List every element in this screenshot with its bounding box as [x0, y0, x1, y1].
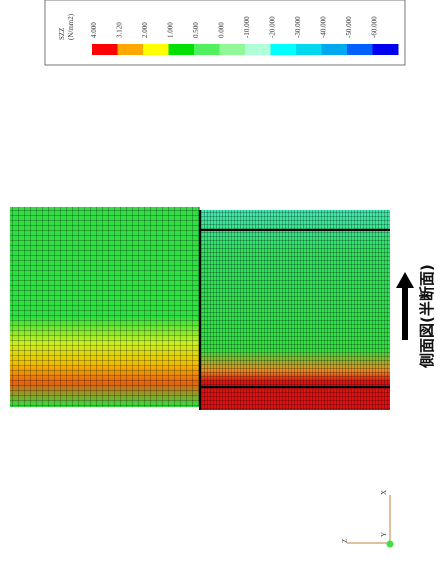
- axis-label: Y: [380, 532, 388, 537]
- axis-label: X: [380, 490, 388, 495]
- axis-label: Z: [341, 539, 349, 543]
- legend-swatch: [168, 44, 195, 55]
- legend-label: -30.000: [294, 16, 302, 38]
- legend-swatch: [92, 44, 118, 55]
- legend-swatch: [270, 44, 297, 55]
- mesh-edge: [199, 210, 390, 410]
- arrow-head: [396, 272, 414, 288]
- legend-label: 0.000: [218, 22, 226, 38]
- origin: [386, 540, 394, 548]
- legend: SZZ (N/mm2) 4.000 3.120 2.000 1.000 0.500 0.000…: [58, 13, 399, 55]
- legend-label: -10.000: [243, 16, 251, 38]
- caption: 側面図(半断面): [418, 264, 436, 369]
- legend-label: -40.000: [320, 16, 328, 38]
- legend-swatch: [245, 44, 271, 55]
- legend-swatch: [117, 44, 144, 55]
- legend-title: SZZ: [58, 28, 66, 40]
- legend-label: 4.000: [90, 22, 98, 38]
- mesh-lines: [10, 207, 200, 407]
- legend-swatch: [143, 44, 169, 55]
- legend-swatch: [321, 44, 348, 55]
- mesh-lines: [200, 210, 390, 410]
- legend-unit: (N/mm2): [67, 13, 75, 40]
- legend-swatch: [194, 44, 220, 55]
- legend-label: -50.000: [345, 16, 353, 38]
- legend-label: 1.000: [167, 22, 175, 38]
- legend-label: 2.000: [141, 22, 149, 38]
- legend-swatch: [219, 44, 246, 55]
- legend-label: 3.120: [116, 22, 124, 38]
- legend-label: -60.000: [371, 16, 379, 38]
- axis-triad: [347, 495, 391, 544]
- legend-label: -20.000: [269, 16, 277, 38]
- legend-swatch: [372, 44, 399, 55]
- legend-label: 0.500: [192, 22, 200, 38]
- legend-swatch: [347, 44, 373, 55]
- legend-swatch: [296, 44, 322, 55]
